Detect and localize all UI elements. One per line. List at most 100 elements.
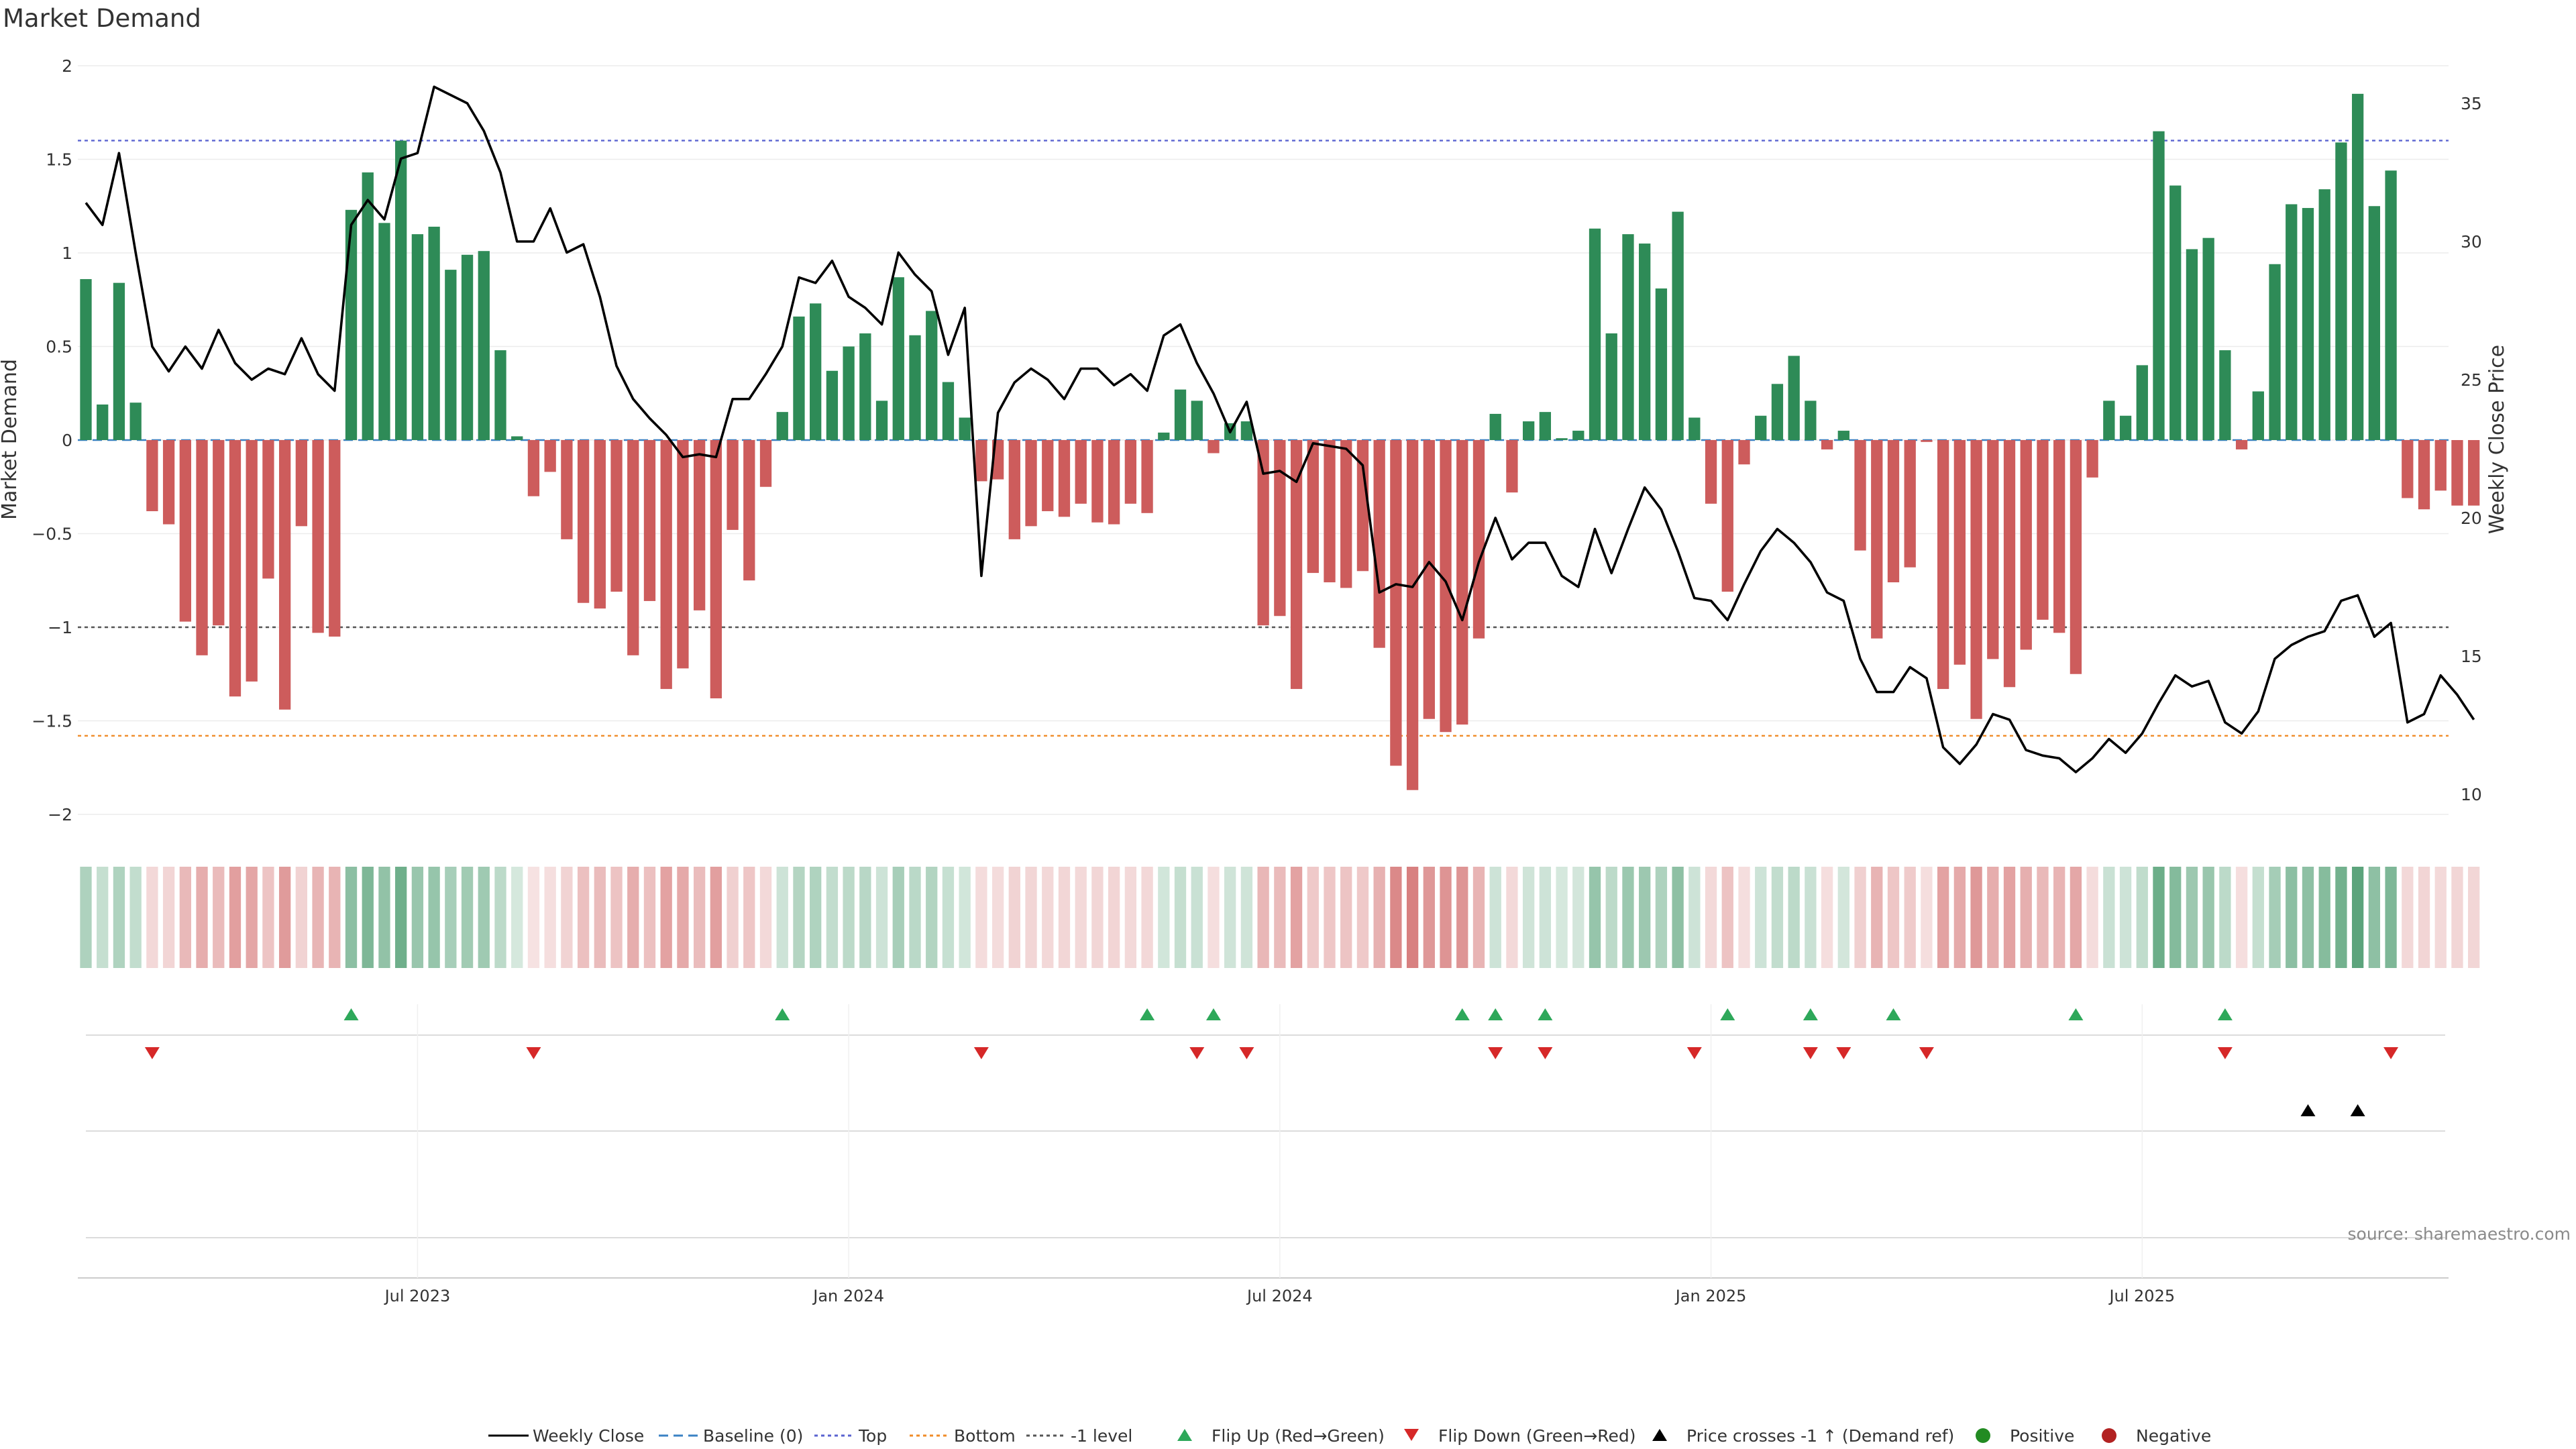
positive-bar xyxy=(2351,93,2364,441)
strength-cell xyxy=(1224,867,1236,968)
negative-bar xyxy=(179,440,191,622)
strength-cell xyxy=(80,867,92,968)
negative-bar xyxy=(1423,440,1435,719)
negative-bar xyxy=(1356,440,1369,572)
price-cross-marker xyxy=(2300,1104,2316,1116)
positive-bar xyxy=(1605,333,1617,440)
negative-bar xyxy=(1937,440,1949,690)
strength-cell xyxy=(1821,867,1833,968)
strength-cell xyxy=(2434,867,2447,968)
strength-cell xyxy=(2070,867,2082,968)
strength-cell xyxy=(129,867,142,968)
negative-bar xyxy=(975,440,987,482)
positive-bar xyxy=(1837,431,1849,440)
flip-down-marker xyxy=(526,1047,541,1059)
legend-label: Top xyxy=(858,1426,887,1446)
positive-bar xyxy=(478,251,490,440)
y2-tick-label: 25 xyxy=(2461,370,2482,390)
flip-up-marker xyxy=(1720,1008,1735,1020)
flip-down-marker xyxy=(1836,1047,1851,1059)
negative-bar xyxy=(1987,440,1999,659)
legend-swatch xyxy=(1976,1428,1990,1443)
flip-up-marker xyxy=(1886,1008,1901,1020)
strength-cell xyxy=(544,867,556,968)
positive-bar xyxy=(1572,431,1585,440)
negative-bar xyxy=(1871,440,1883,639)
strength-cell xyxy=(594,867,606,968)
strength-cell xyxy=(926,867,938,968)
positive-bar xyxy=(511,436,523,440)
strength-cell xyxy=(959,867,971,968)
negative-bar xyxy=(1506,440,1518,493)
positive-bar xyxy=(461,254,474,440)
strength-cell xyxy=(1423,867,1435,968)
legend-item: Positive xyxy=(1976,1426,2074,1446)
y-tick-label: 1.5 xyxy=(46,150,72,170)
signal-markers xyxy=(78,1008,2449,1279)
strength-cell xyxy=(2418,867,2430,968)
strength-cell xyxy=(1539,867,1552,968)
strength-cell xyxy=(2351,867,2364,968)
flip-up-marker xyxy=(1538,1008,1553,1020)
legend-label: Weekly Close xyxy=(533,1426,644,1446)
negative-bar xyxy=(2418,440,2430,510)
strength-cell xyxy=(1158,867,1170,968)
negative-bar xyxy=(262,440,274,579)
strength-cell xyxy=(527,867,540,968)
strength-cell xyxy=(826,867,839,968)
strength-cell xyxy=(1522,867,1535,968)
negative-bar xyxy=(2037,440,2049,620)
strength-cell xyxy=(643,867,656,968)
strength-cell xyxy=(2003,867,2016,968)
positive-bar xyxy=(445,270,457,440)
demand-strength-strip xyxy=(80,867,2480,968)
negative-bar xyxy=(710,440,722,699)
negative-bar xyxy=(1042,440,1054,512)
positive-bar xyxy=(1489,413,1501,440)
strength-cell xyxy=(229,867,241,968)
strength-cell xyxy=(2202,867,2214,968)
strength-cell xyxy=(428,867,440,968)
strength-cell xyxy=(1025,867,1037,968)
strength-cell xyxy=(1953,867,1966,968)
negative-bar xyxy=(146,440,158,512)
strength-cell xyxy=(1290,867,1303,968)
strength-cell xyxy=(2235,867,2248,968)
strength-cell xyxy=(2119,867,2132,968)
strength-cell xyxy=(1174,867,1187,968)
strength-cell xyxy=(577,867,590,968)
negative-bar xyxy=(196,440,208,655)
strength-cell xyxy=(1356,867,1369,968)
strength-cell xyxy=(1622,867,1634,968)
strength-cell xyxy=(776,867,788,968)
negative-bar xyxy=(1025,440,1037,527)
negative-bar xyxy=(759,440,772,487)
strength-cell xyxy=(1556,867,1568,968)
negative-bar xyxy=(1904,440,1916,568)
positive-bar xyxy=(2219,350,2231,440)
negative-bar xyxy=(2053,440,2065,633)
strength-cell xyxy=(2086,867,2098,968)
y2-tick-label: 30 xyxy=(2461,232,2482,252)
strength-cell xyxy=(1472,867,1485,968)
negative-bar xyxy=(727,440,739,530)
source-note: source: sharemaestro.com xyxy=(2348,1224,2571,1244)
strength-cell xyxy=(2020,867,2032,968)
strength-cell xyxy=(411,867,424,968)
strength-cell xyxy=(1738,867,1750,968)
positive-bar xyxy=(1556,438,1568,440)
strength-cell xyxy=(2385,867,2397,968)
strength-cell xyxy=(196,867,208,968)
strength-cell xyxy=(345,867,358,968)
strength-cell xyxy=(329,867,341,968)
negative-bar xyxy=(1324,440,1336,583)
negative-bar xyxy=(213,440,225,626)
positive-bar xyxy=(1191,400,1203,440)
legend-item: Flip Down (Green→Red) xyxy=(1404,1426,1636,1446)
y-tick-label: −1.5 xyxy=(32,712,72,731)
strength-cell xyxy=(2468,867,2480,968)
strength-cell xyxy=(1274,867,1286,968)
strength-cell xyxy=(1904,867,1916,968)
negative-bar xyxy=(1887,440,1900,583)
flip-down-marker xyxy=(1488,1047,1503,1059)
